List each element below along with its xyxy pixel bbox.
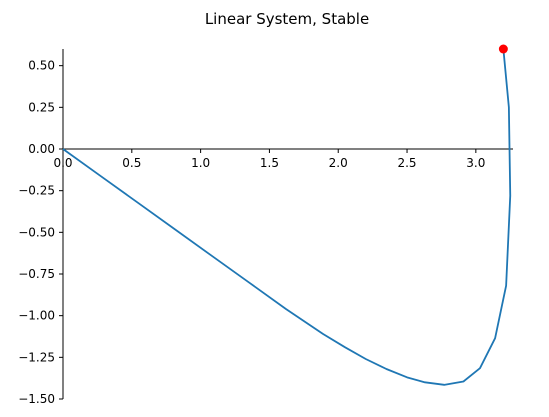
series-line bbox=[62, 48, 512, 386]
y-tick-label: 0.25 bbox=[28, 100, 55, 114]
end-point-marker bbox=[498, 44, 508, 54]
axes: 0.0 0.5 1.0 1.5 2.0 2.5 3.0 0.50 0.25 0.00 −0.25 −0… bbox=[18, 49, 513, 406]
x-tick-label: 0.5 bbox=[122, 156, 141, 170]
y-tick-label: 0.00 bbox=[28, 142, 55, 156]
x-tick-label: 0.0 bbox=[53, 156, 72, 170]
x-tick-label: 2.5 bbox=[397, 156, 416, 170]
y-tick-label: −0.75 bbox=[18, 267, 55, 281]
y-tick-label: −0.25 bbox=[18, 184, 55, 198]
x-tick-label: 2.0 bbox=[329, 156, 348, 170]
y-tick-label: −1.50 bbox=[18, 392, 55, 406]
y-tick-label: −0.50 bbox=[18, 225, 55, 239]
chart-title: Linear System, Stable bbox=[205, 10, 369, 28]
y-tick-label: −1.25 bbox=[18, 350, 55, 364]
y-tick-label: 0.50 bbox=[28, 59, 55, 73]
x-tick-label: 1.5 bbox=[260, 156, 279, 170]
y-tick-label: −1.00 bbox=[18, 309, 55, 323]
x-tick-label: 1.0 bbox=[191, 156, 210, 170]
plot-area bbox=[62, 44, 512, 386]
x-tick-label: 3.0 bbox=[466, 156, 485, 170]
